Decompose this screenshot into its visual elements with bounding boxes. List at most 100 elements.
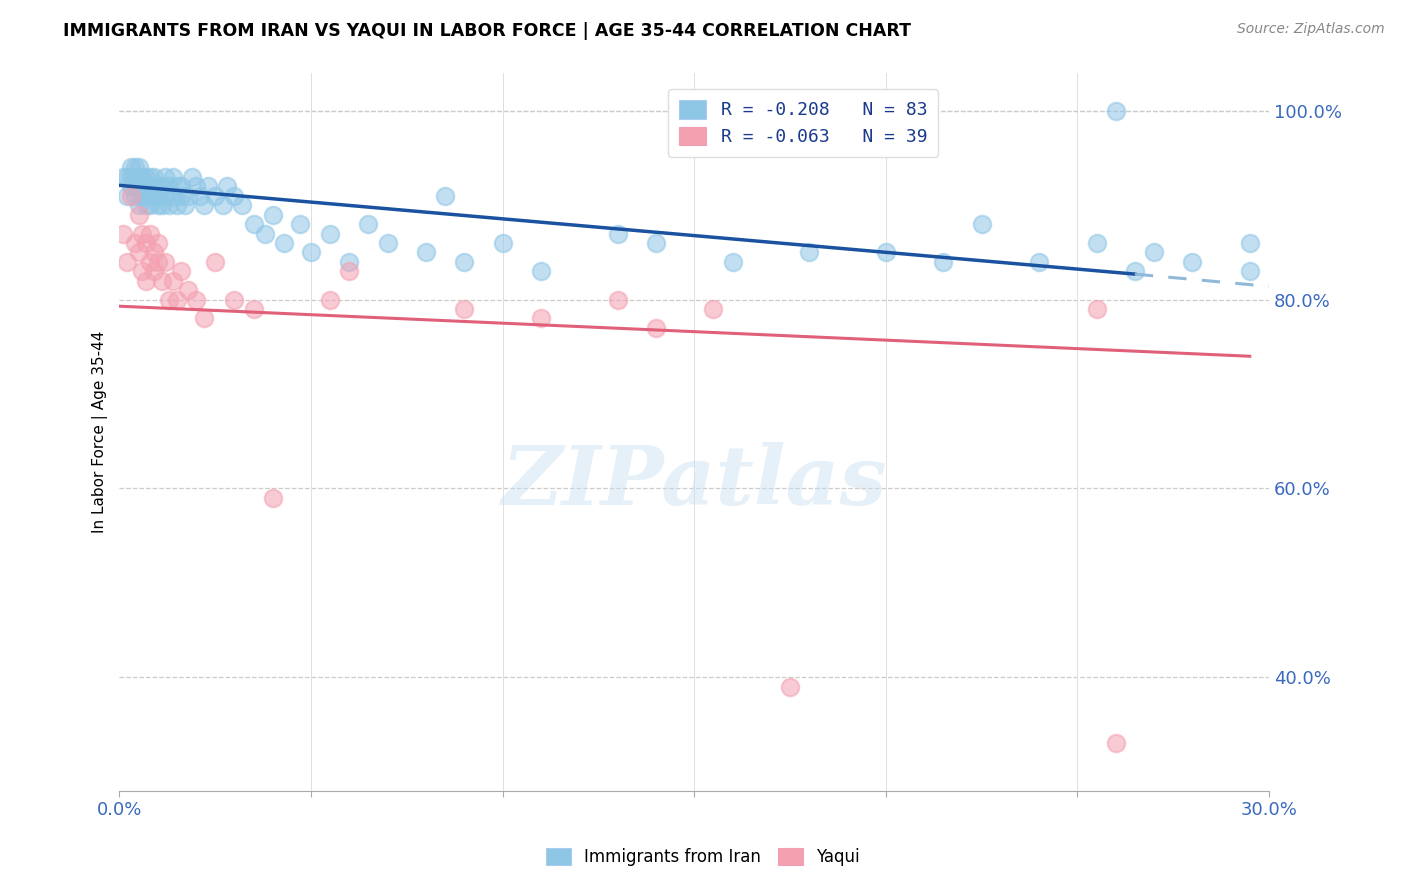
Point <box>644 235 666 250</box>
Point <box>606 293 628 307</box>
Point <box>139 188 162 202</box>
Point <box>170 264 193 278</box>
Point <box>173 198 195 212</box>
Point <box>166 179 188 194</box>
Point <box>1085 235 1108 250</box>
Point <box>142 169 165 184</box>
Point <box>146 255 169 269</box>
Point <box>146 188 169 202</box>
Point <box>150 179 173 194</box>
Point <box>135 169 157 184</box>
Point <box>337 255 360 269</box>
Point <box>491 235 513 250</box>
Point <box>124 169 146 184</box>
Point <box>139 198 162 212</box>
Point <box>146 235 169 250</box>
Point <box>142 179 165 194</box>
Point <box>181 169 204 184</box>
Point <box>970 217 993 231</box>
Point <box>204 188 226 202</box>
Point <box>188 188 211 202</box>
Point <box>224 293 246 307</box>
Point <box>135 235 157 250</box>
Point <box>357 217 380 231</box>
Point <box>142 245 165 260</box>
Point <box>606 227 628 241</box>
Point <box>157 293 180 307</box>
Point <box>644 321 666 335</box>
Point <box>131 169 153 184</box>
Point <box>166 293 188 307</box>
Point <box>273 235 295 250</box>
Point <box>135 179 157 194</box>
Point <box>112 169 135 184</box>
Point <box>135 198 157 212</box>
Point <box>377 235 399 250</box>
Point <box>254 227 277 241</box>
Point <box>932 255 955 269</box>
Point <box>170 179 193 194</box>
Point <box>120 161 142 175</box>
Legend: R = -0.208   N = 83, R = -0.063   N = 39: R = -0.208 N = 83, R = -0.063 N = 39 <box>668 89 938 157</box>
Point <box>124 161 146 175</box>
Point <box>212 198 235 212</box>
Legend: Immigrants from Iran, Yaqui: Immigrants from Iran, Yaqui <box>540 841 866 873</box>
Point <box>142 188 165 202</box>
Text: Source: ZipAtlas.com: Source: ZipAtlas.com <box>1237 22 1385 37</box>
Point <box>162 274 184 288</box>
Point <box>131 264 153 278</box>
Point <box>1239 235 1261 250</box>
Point <box>120 169 142 184</box>
Point <box>150 198 173 212</box>
Point <box>530 311 553 326</box>
Point <box>434 188 457 202</box>
Point <box>142 264 165 278</box>
Point <box>157 198 180 212</box>
Point <box>262 208 284 222</box>
Point <box>453 255 475 269</box>
Point <box>139 255 162 269</box>
Point <box>131 188 153 202</box>
Point <box>128 245 150 260</box>
Point <box>415 245 437 260</box>
Point <box>337 264 360 278</box>
Point <box>157 179 180 194</box>
Point <box>702 301 724 316</box>
Point <box>1105 103 1128 118</box>
Point <box>150 274 173 288</box>
Point <box>184 293 207 307</box>
Point <box>299 245 322 260</box>
Point <box>139 227 162 241</box>
Point <box>120 188 142 202</box>
Point <box>1085 301 1108 316</box>
Y-axis label: In Labor Force | Age 35-44: In Labor Force | Age 35-44 <box>93 331 108 533</box>
Point <box>128 179 150 194</box>
Point <box>319 227 342 241</box>
Point <box>193 198 215 212</box>
Point <box>197 179 219 194</box>
Point <box>128 208 150 222</box>
Point <box>184 179 207 194</box>
Point <box>1105 736 1128 750</box>
Point <box>170 188 193 202</box>
Point <box>128 169 150 184</box>
Text: ZIPatlas: ZIPatlas <box>502 442 887 522</box>
Point <box>721 255 744 269</box>
Point <box>115 169 138 184</box>
Point <box>131 227 153 241</box>
Point <box>139 169 162 184</box>
Point <box>1143 245 1166 260</box>
Point <box>177 283 200 297</box>
Point <box>146 179 169 194</box>
Point <box>128 161 150 175</box>
Point <box>453 301 475 316</box>
Point <box>204 255 226 269</box>
Point <box>215 179 238 194</box>
Point <box>1123 264 1146 278</box>
Point <box>797 245 820 260</box>
Point <box>779 680 801 694</box>
Point <box>124 179 146 194</box>
Point <box>1239 264 1261 278</box>
Point <box>288 217 311 231</box>
Point <box>177 188 200 202</box>
